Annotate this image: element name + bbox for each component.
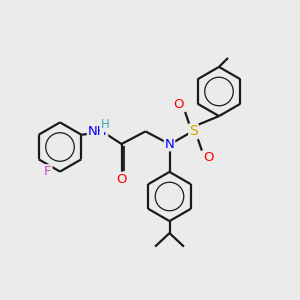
Text: NH: NH [88,125,107,138]
Text: N: N [165,137,174,151]
Text: O: O [116,172,127,186]
Text: F: F [44,165,52,178]
Text: O: O [203,151,214,164]
Text: H: H [100,118,109,131]
Text: O: O [173,98,184,112]
Text: S: S [189,124,198,138]
